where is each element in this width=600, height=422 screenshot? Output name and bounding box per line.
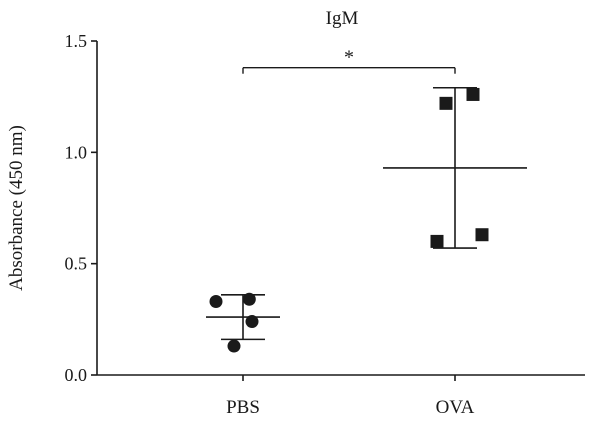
series-ova [383, 86, 527, 249]
y-tick-label: 1.5 [65, 31, 88, 51]
chart-title: IgM [326, 8, 359, 29]
data-point [439, 96, 453, 110]
data-point [227, 339, 241, 353]
y-axis: 0.0 0.5 1.0 1.5 [65, 31, 98, 385]
y-tick-label: 0.5 [65, 254, 88, 274]
data-point [209, 295, 223, 309]
data-point [242, 292, 256, 306]
significance-label: * [344, 47, 354, 69]
significance-bracket: * [242, 47, 456, 74]
data-point [245, 315, 259, 329]
data-point [430, 234, 444, 248]
x-axis: PBS OVA [97, 374, 585, 418]
plot-area: * [206, 47, 527, 353]
data-point [475, 228, 489, 242]
y-tick-label: 1.0 [65, 142, 88, 162]
y-axis-label: Absorbance (450 nm) [6, 125, 27, 291]
x-tick-label: OVA [436, 397, 475, 418]
series-pbs [206, 292, 280, 353]
data-point [466, 87, 480, 101]
y-tick-label: 0.0 [65, 365, 88, 385]
x-tick-label: PBS [226, 397, 260, 418]
